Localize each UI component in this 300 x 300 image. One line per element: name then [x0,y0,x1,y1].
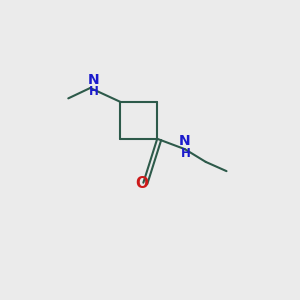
Text: O: O [136,176,149,191]
Text: H: H [181,147,191,160]
Text: H: H [88,85,98,98]
Text: N: N [179,134,191,148]
Text: N: N [88,73,99,87]
